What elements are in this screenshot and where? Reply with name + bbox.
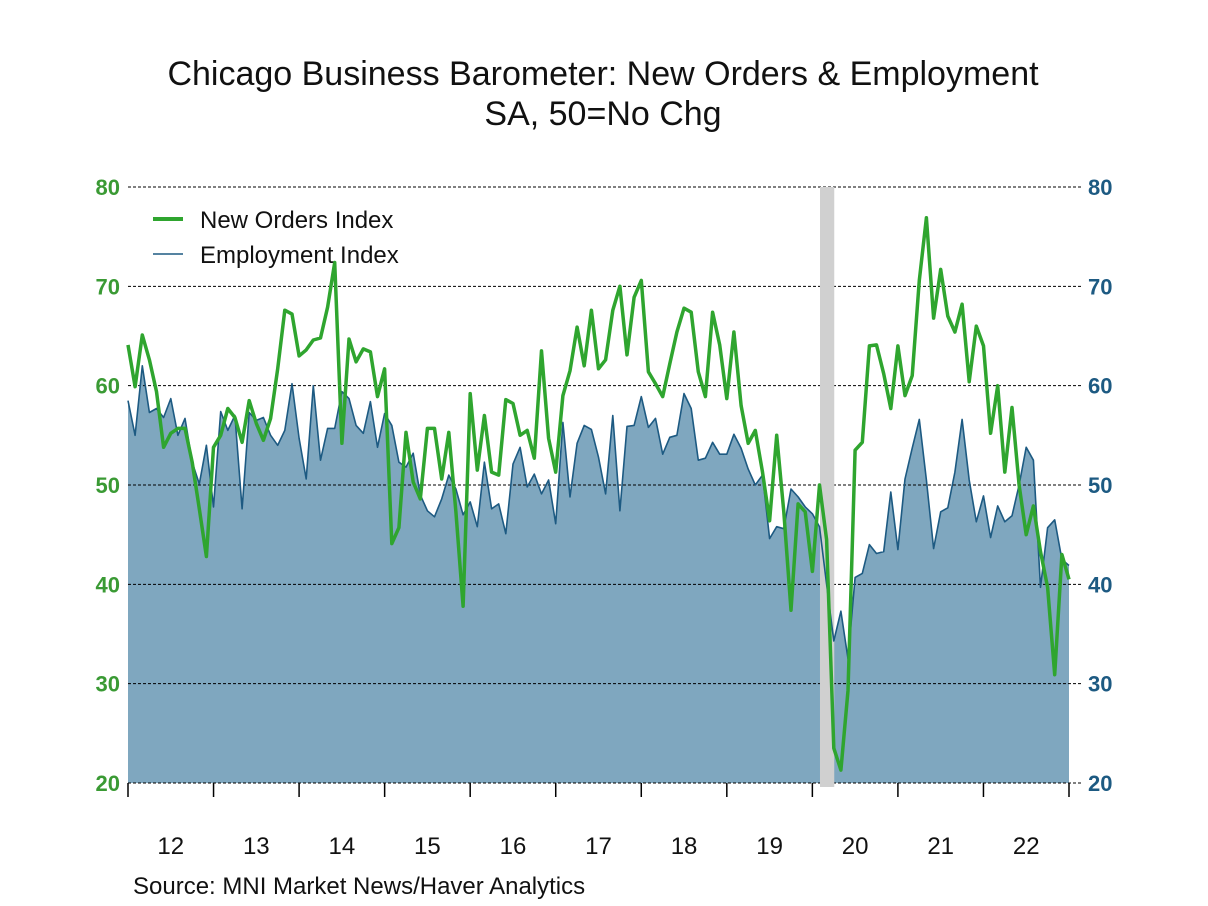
y-right-tick-label: 50 (1088, 473, 1112, 498)
source-note: Source: MNI Market News/Haver Analytics (133, 873, 585, 900)
x-tick-label: 22 (1013, 833, 1040, 860)
y-right-tick-label: 30 (1088, 672, 1112, 697)
chart-subtitle: SA, 50=No Chg (484, 95, 721, 133)
y-left-tick-label: 60 (96, 374, 120, 399)
employment-line (127, 365, 1070, 660)
x-tick-label: 15 (414, 833, 441, 860)
x-tick-label: 14 (329, 833, 356, 860)
y-right-tick-label: 60 (1088, 374, 1112, 399)
chart-title: Chicago Business Barometer: New Orders &… (167, 55, 1039, 93)
x-tick-label: 16 (500, 833, 527, 860)
x-tick-label: 21 (927, 833, 954, 860)
legend-label-employment: Employment Index (200, 242, 399, 269)
y-right-tick-label: 70 (1088, 274, 1112, 299)
y-right-tick-label: 20 (1088, 771, 1112, 796)
x-tick-label: 13 (243, 833, 270, 860)
y-right-tick-label: 40 (1088, 572, 1112, 597)
y-left-tick-label: 30 (96, 672, 120, 697)
x-tick-label: 19 (756, 833, 783, 860)
y-left-tick-label: 70 (96, 274, 120, 299)
y-left-tick-label: 80 (96, 175, 120, 200)
legend-label-new-orders: New Orders Index (200, 207, 393, 234)
plot-area: 20 20 30 30 40 40 50 50 60 60 70 70 80 80 12 13 14 15 16 17… (96, 175, 1113, 860)
x-tick-label: 18 (671, 833, 698, 860)
legend: New Orders Index Employment Index (153, 207, 399, 269)
y-left-tick-label: 40 (96, 572, 120, 597)
new-orders-line (126, 216, 1071, 772)
x-tick-label: 12 (157, 833, 184, 860)
x-tick-label: 17 (585, 833, 612, 860)
y-left-tick-label: 50 (96, 473, 120, 498)
y-right-tick-label: 80 (1088, 175, 1112, 200)
x-tick-label: 20 (842, 833, 869, 860)
y-left-tick-label: 20 (96, 771, 120, 796)
